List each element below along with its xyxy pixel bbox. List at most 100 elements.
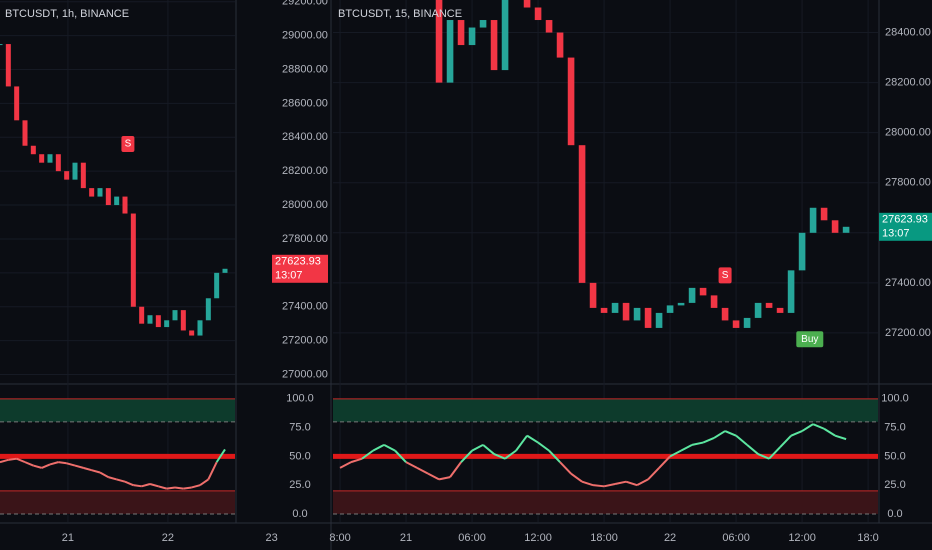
osc-segment: [8, 457, 17, 461]
signal-badge: [121, 136, 135, 153]
candle: [205, 298, 211, 321]
osc-segment: [339, 461, 352, 469]
candle: [97, 188, 103, 197]
osc-segment: [99, 471, 109, 478]
osc-segment: [801, 423, 814, 432]
osc-segment: [526, 434, 539, 444]
osc-tick-label: 75.0: [884, 422, 905, 434]
y-tick-label: 27800.00: [885, 177, 931, 189]
candle: [189, 330, 195, 336]
osc-segment: [493, 453, 506, 460]
candle: [435, 0, 443, 83]
candle: [30, 145, 36, 155]
y-tick-label: 27000.00: [282, 368, 328, 380]
candle: [39, 154, 45, 163]
y-tick-label: 27400.00: [282, 301, 328, 313]
candle: [80, 162, 86, 189]
candle: [677, 302, 685, 306]
osc-segment: [625, 480, 638, 487]
osc-segment: [702, 437, 715, 444]
candle: [501, 0, 509, 71]
candle: [831, 220, 839, 233]
candle: [567, 57, 575, 146]
candle: [721, 307, 729, 321]
candle: [743, 317, 751, 328]
candle: [765, 302, 773, 308]
candle: [776, 307, 784, 313]
osc-segment: [757, 453, 770, 460]
osc-tick-label: 100.0: [286, 393, 314, 405]
osc-segment: [537, 441, 550, 452]
candle: [468, 27, 476, 46]
osc-segment: [471, 443, 484, 452]
osc-segment: [779, 434, 792, 448]
osc-segment: [0, 458, 9, 464]
osc-segment: [636, 478, 649, 487]
osc-segment: [33, 464, 42, 469]
candle: [155, 315, 161, 328]
y-tick-label: 29000.00: [282, 29, 328, 41]
candle: [545, 20, 553, 33]
osc-segment: [74, 464, 84, 469]
osc-segment: [116, 478, 126, 483]
y-tick-label: 28600.00: [282, 97, 328, 109]
osc-band: [333, 398, 878, 422]
candle: [105, 188, 111, 206]
y-tick-label: 28200.00: [885, 77, 931, 89]
x-tick-label: 23: [266, 532, 278, 544]
last-price: 27623.93: [275, 256, 321, 268]
osc-tick-label: 50.0: [884, 450, 905, 462]
signal-label: Buy: [801, 334, 818, 345]
y-tick-label: 27200.00: [885, 327, 931, 339]
candle: [688, 287, 696, 303]
osc-segment: [191, 484, 201, 489]
candle: [842, 226, 850, 233]
candle: [798, 232, 806, 271]
osc-segment: [16, 457, 26, 464]
x-tick-label: 12:00: [788, 532, 816, 544]
osc-segment: [438, 476, 451, 481]
x-tick-label: 18:0: [857, 532, 878, 544]
osc-tick-label: 50.0: [289, 450, 310, 462]
osc-segment: [49, 461, 59, 466]
osc-segment: [570, 472, 583, 483]
price-label-box: [272, 254, 328, 283]
x-tick-label: 21: [62, 532, 74, 544]
candle: [130, 213, 136, 307]
osc-segment: [405, 461, 418, 469]
candle: [222, 268, 228, 273]
candle: [611, 302, 619, 313]
osc-segment: [790, 430, 803, 437]
osc-band: [0, 398, 235, 422]
candle: [214, 272, 220, 299]
osc-segment: [834, 434, 847, 441]
candle: [699, 287, 707, 296]
x-tick-label: 22: [162, 532, 174, 544]
osc-segment: [581, 480, 594, 487]
countdown: 13:07: [882, 228, 910, 240]
osc-tick-label: 25.0: [289, 479, 310, 491]
osc-segment: [41, 463, 51, 469]
y-tick-label: 28200.00: [282, 165, 328, 177]
osc-segment: [149, 483, 159, 488]
osc-segment: [812, 423, 825, 430]
osc-segment: [133, 484, 142, 488]
candle: [457, 20, 465, 46]
osc-segment: [174, 486, 184, 490]
osc-segment: [504, 449, 517, 460]
osc-segment: [66, 462, 76, 467]
candle: [197, 320, 203, 336]
candle: [754, 302, 762, 318]
x-tick-label: 22: [664, 532, 676, 544]
chart-title: BTCUSDT, 15, BINANCE: [338, 8, 462, 20]
candle: [600, 307, 608, 313]
osc-tick-label: 0.0: [292, 508, 307, 520]
osc-segment: [24, 461, 34, 467]
osc-segment: [416, 467, 429, 475]
candle: [666, 305, 674, 313]
osc-segment: [361, 449, 374, 460]
osc-segment: [746, 444, 759, 455]
candle: [578, 145, 586, 283]
candle: [534, 7, 542, 21]
